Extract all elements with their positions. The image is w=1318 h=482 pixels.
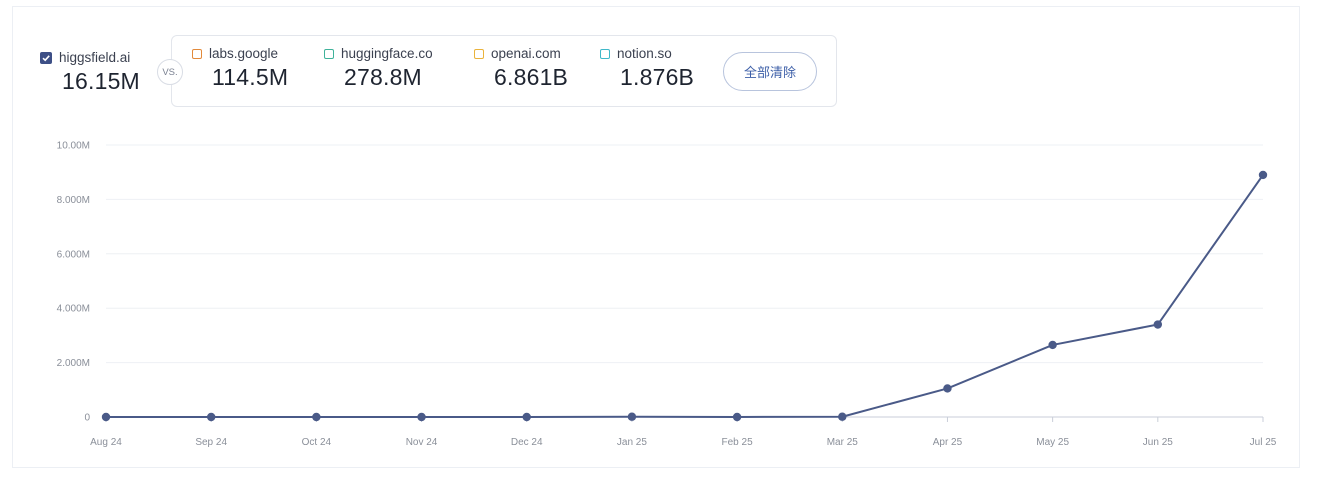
competitor-name: notion.so: [617, 46, 672, 61]
x-tick-label: Oct 24: [302, 437, 332, 448]
checkbox-checked-icon[interactable]: [40, 51, 52, 64]
x-tick-label: Dec 24: [511, 437, 543, 448]
clear-all-button[interactable]: 全部清除: [723, 52, 817, 91]
primary-site-legend[interactable]: higgsfield.ai 16.15M: [40, 50, 170, 95]
checkbox-empty-icon[interactable]: [324, 48, 334, 59]
primary-site-name: higgsfield.ai: [59, 50, 131, 65]
data-point: [732, 412, 742, 422]
x-tick-label: Mar 25: [827, 437, 859, 448]
competitor-value: 6.861B: [494, 64, 569, 90]
data-point: [1153, 320, 1163, 329]
y-tick-label: 8.000M: [57, 195, 90, 206]
y-tick-label: 4.000M: [57, 304, 90, 315]
competitor-item[interactable]: huggingface.co 278.8M: [324, 46, 433, 91]
data-point: [522, 412, 531, 422]
x-tick-label: Feb 25: [722, 437, 754, 448]
x-tick-label: Apr 25: [933, 437, 963, 448]
x-tick-label: Jul 25: [1250, 437, 1277, 448]
x-tick-label: May 25: [1036, 437, 1069, 448]
competitor-name: openai.com: [491, 46, 561, 61]
data-point: [312, 412, 321, 422]
checkbox-empty-icon[interactable]: [474, 48, 484, 59]
series-line: [106, 174, 1264, 418]
vs-badge: VS.: [157, 59, 183, 85]
x-tick-label: Nov 24: [406, 437, 438, 448]
data-point: [1258, 170, 1268, 180]
primary-site-value: 16.15M: [62, 68, 140, 94]
competitor-value: 278.8M: [344, 64, 422, 90]
data-point: [627, 412, 637, 421]
competitor-value: 1.876B: [620, 64, 695, 90]
data-point: [206, 412, 216, 422]
y-tick-label: 0: [84, 413, 90, 424]
x-tick-label: Jan 25: [617, 437, 647, 448]
data-point: [1048, 340, 1057, 350]
x-tick-label: Aug 24: [90, 437, 122, 448]
y-tick-label: 2.000M: [57, 358, 90, 369]
checkbox-empty-icon[interactable]: [600, 48, 610, 59]
data-point: [417, 412, 426, 422]
competitor-legend-box: labs.google 114.5M huggingface.co 278.8M…: [171, 35, 837, 107]
data-point: [838, 412, 847, 421]
competitor-item[interactable]: openai.com 6.861B: [474, 46, 568, 91]
competitor-item[interactable]: notion.so 1.876B: [600, 46, 694, 91]
data-point: [101, 412, 111, 422]
y-tick-label: 10.00M: [57, 141, 90, 152]
y-tick-label: 6.000M: [57, 249, 90, 260]
data-point: [943, 384, 952, 393]
x-tick-label: Jun 25: [1143, 437, 1173, 448]
checkbox-empty-icon[interactable]: [192, 48, 202, 59]
competitor-item[interactable]: labs.google 114.5M: [192, 46, 288, 91]
competitor-value: 114.5M: [212, 64, 289, 90]
x-tick-label: Sep 24: [195, 437, 227, 448]
competitor-name: labs.google: [209, 46, 279, 61]
competitor-name: huggingface.co: [341, 46, 433, 61]
